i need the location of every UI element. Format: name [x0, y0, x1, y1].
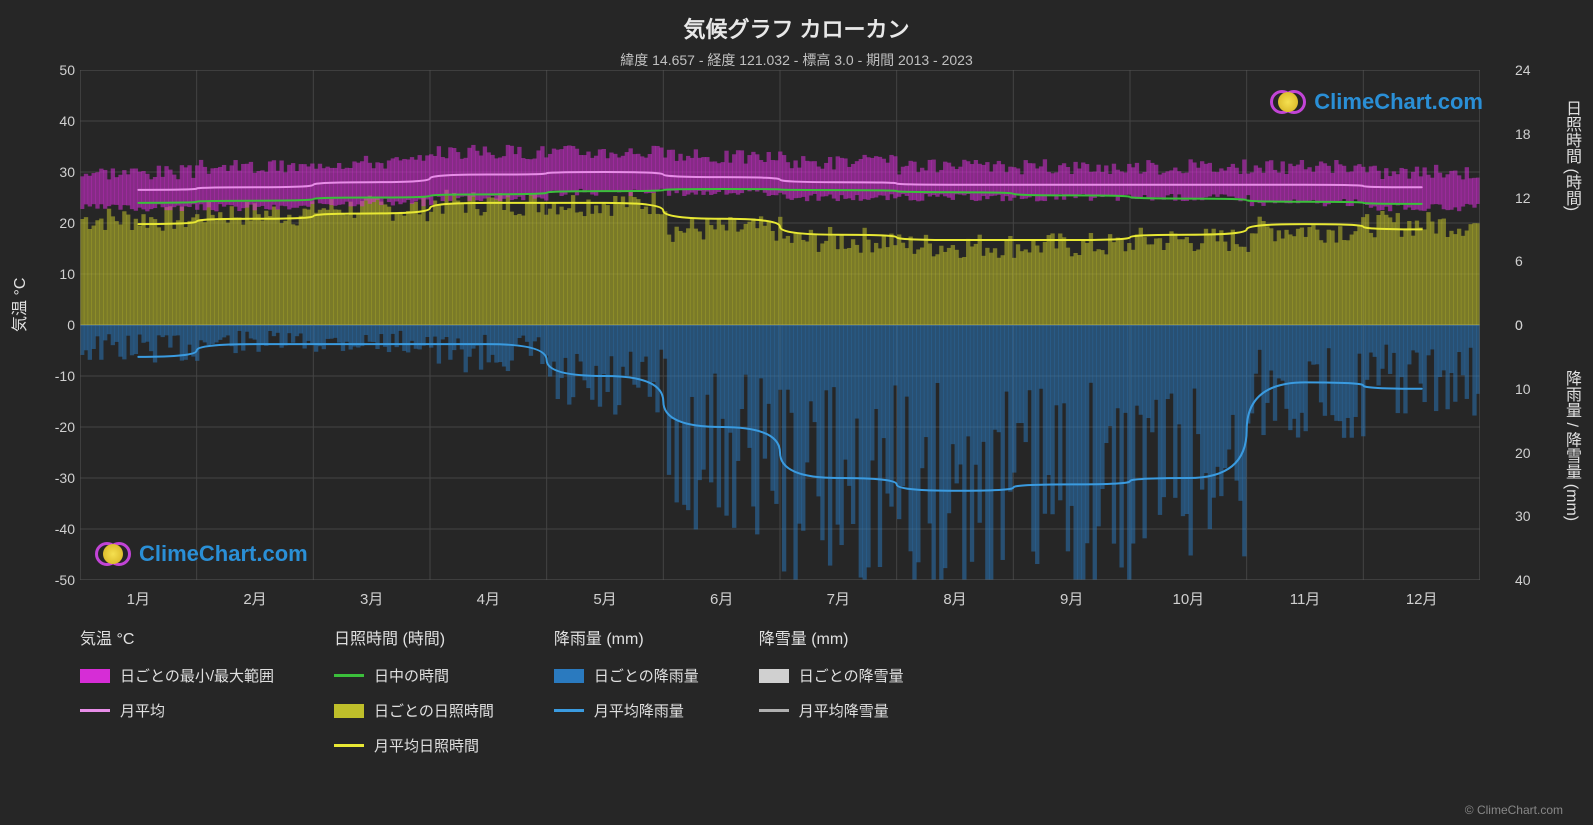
legend-header: 日照時間 (時間)	[334, 625, 494, 649]
y-tick-right: 0	[1515, 317, 1550, 333]
legend-item: 月平均	[80, 700, 274, 721]
legend-label: 日ごとの降雪量	[799, 665, 904, 686]
legend-label: 日ごとの日照時間	[374, 700, 494, 721]
y-tick-left: 20	[40, 215, 75, 231]
legend-header: 降雨量 (mm)	[554, 625, 699, 649]
x-tick: 7月	[827, 588, 850, 609]
y-tick-left: 0	[40, 317, 75, 333]
x-tick: 10月	[1172, 588, 1204, 609]
y-tick-left: 50	[40, 62, 75, 78]
y-ticks-right: 24181260010203040	[1515, 70, 1545, 580]
y-tick-left: -50	[40, 572, 75, 588]
climechart-logo-icon	[95, 536, 131, 572]
climechart-logo-icon	[1270, 84, 1306, 120]
y-tick-right: 40	[1515, 572, 1550, 588]
x-tick: 3月	[360, 588, 383, 609]
y-tick-left: 40	[40, 113, 75, 129]
legend-item: 月平均降雪量	[759, 700, 904, 721]
x-tick: 5月	[593, 588, 616, 609]
y-tick-right: 6	[1515, 253, 1550, 269]
x-tick: 6月	[710, 588, 733, 609]
legend-swatch-icon	[334, 704, 364, 718]
y-tick-left: -10	[40, 368, 75, 384]
y-tick-right: 24	[1515, 62, 1550, 78]
legend-swatch-icon	[554, 669, 584, 683]
y-tick-left: -20	[40, 419, 75, 435]
legend-swatch-icon	[759, 669, 789, 683]
y-tick-left: -40	[40, 521, 75, 537]
plot-svg	[80, 70, 1480, 580]
legend-column: 日照時間 (時間) 日中の時間日ごとの日照時間月平均日照時間	[334, 625, 494, 756]
legend-line-icon	[80, 709, 110, 712]
y-ticks-left: 50403020100-10-20-30-40-50	[40, 70, 75, 580]
legend-line-icon	[334, 674, 364, 677]
y-tick-right: 12	[1515, 190, 1550, 206]
legend-column: 降雪量 (mm) 日ごとの降雪量月平均降雪量	[759, 625, 904, 756]
watermark-text: ClimeChart.com	[139, 541, 308, 567]
y-tick-left: 10	[40, 266, 75, 282]
x-tick: 12月	[1406, 588, 1438, 609]
legend-label: 日ごとの降雨量	[594, 665, 699, 686]
legend-header: 気温 °C	[80, 625, 274, 649]
legend-item: 月平均日照時間	[334, 735, 494, 756]
legend-label: 月平均降雨量	[594, 700, 684, 721]
copyright: © ClimeChart.com	[1465, 803, 1563, 817]
x-tick: 11月	[1290, 588, 1321, 609]
climate-chart: 気候グラフ カローカン 緯度 14.657 - 経度 121.032 - 標高 …	[0, 0, 1593, 825]
chart-title: 気候グラフ カローカン	[0, 0, 1593, 44]
legend-label: 月平均	[120, 700, 165, 721]
legend-label: 日ごとの最小/最大範囲	[120, 665, 274, 686]
plot-area	[80, 70, 1480, 580]
watermark-top-right: ClimeChart.com	[1270, 84, 1483, 120]
y-axis-right-top-label: 日照時間 (時間)	[1559, 100, 1583, 211]
watermark-bottom-left: ClimeChart.com	[95, 536, 308, 572]
legend-item: 日ごとの降雨量	[554, 665, 699, 686]
legend-item: 日ごとの日照時間	[334, 700, 494, 721]
legend-item: 日ごとの最小/最大範囲	[80, 665, 274, 686]
x-ticks: 1月 2月 3月 4月 5月 6月 7月 8月 9月 10月 11月 12月	[80, 588, 1480, 608]
x-tick: 9月	[1060, 588, 1083, 609]
legend-column: 降雨量 (mm) 日ごとの降雨量月平均降雨量	[554, 625, 699, 756]
x-tick: 8月	[943, 588, 966, 609]
y-tick-right: 30	[1515, 508, 1550, 524]
legend-line-icon	[759, 709, 789, 712]
y-tick-right: 10	[1515, 381, 1550, 397]
legend-label: 日中の時間	[374, 665, 449, 686]
y-tick-left: -30	[40, 470, 75, 486]
legend-label: 月平均降雪量	[799, 700, 889, 721]
x-tick: 4月	[477, 588, 500, 609]
chart-subtitle: 緯度 14.657 - 経度 121.032 - 標高 3.0 - 期間 201…	[0, 44, 1593, 70]
x-tick: 1月	[127, 588, 150, 609]
y-axis-right-bottom-label: 降雨量 / 降雪量 (mm)	[1559, 370, 1583, 521]
y-axis-left-label: 気温 °C	[6, 278, 30, 332]
legend-swatch-icon	[80, 669, 110, 683]
legend-column: 気温 °C 日ごとの最小/最大範囲月平均	[80, 625, 274, 756]
watermark-text: ClimeChart.com	[1314, 89, 1483, 115]
legend-item: 日ごとの降雪量	[759, 665, 904, 686]
y-tick-right: 20	[1515, 445, 1550, 461]
legend-line-icon	[554, 709, 584, 712]
legend-item: 月平均降雨量	[554, 700, 699, 721]
legend-item: 日中の時間	[334, 665, 494, 686]
x-tick: 2月	[243, 588, 266, 609]
y-tick-right: 18	[1515, 126, 1550, 142]
y-tick-left: 30	[40, 164, 75, 180]
legend-line-icon	[334, 744, 364, 747]
legend-header: 降雪量 (mm)	[759, 625, 904, 649]
legend: 気温 °C 日ごとの最小/最大範囲月平均 日照時間 (時間) 日中の時間日ごとの日照時…	[80, 625, 1480, 756]
legend-label: 月平均日照時間	[374, 735, 479, 756]
